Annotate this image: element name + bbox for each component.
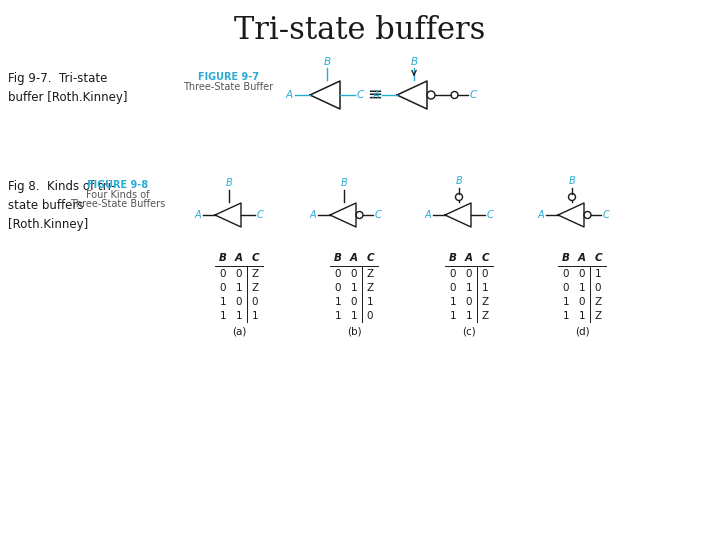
Text: 0: 0 bbox=[595, 283, 601, 293]
Text: B: B bbox=[562, 253, 570, 263]
Text: 1: 1 bbox=[579, 283, 585, 293]
Circle shape bbox=[427, 91, 435, 99]
Text: 1: 1 bbox=[351, 283, 357, 293]
Text: 0: 0 bbox=[351, 269, 357, 279]
Text: (c): (c) bbox=[462, 327, 476, 337]
Text: 1: 1 bbox=[351, 311, 357, 321]
Text: 0: 0 bbox=[563, 283, 570, 293]
Text: 1: 1 bbox=[366, 297, 373, 307]
Text: (b): (b) bbox=[347, 327, 361, 337]
Text: 1: 1 bbox=[335, 311, 341, 321]
Text: 1: 1 bbox=[466, 283, 472, 293]
Text: B: B bbox=[569, 176, 575, 186]
Circle shape bbox=[569, 193, 575, 200]
Text: A: A bbox=[424, 210, 431, 220]
Circle shape bbox=[584, 212, 591, 219]
Text: B: B bbox=[225, 178, 233, 188]
Text: (a): (a) bbox=[232, 327, 246, 337]
Text: 1: 1 bbox=[595, 269, 601, 279]
Text: 0: 0 bbox=[220, 269, 226, 279]
Text: A: A bbox=[578, 253, 586, 263]
Text: 0: 0 bbox=[563, 269, 570, 279]
Text: 1: 1 bbox=[220, 311, 226, 321]
Text: 1: 1 bbox=[235, 311, 243, 321]
Circle shape bbox=[456, 193, 462, 200]
Text: C: C bbox=[251, 253, 258, 263]
Text: Z: Z bbox=[366, 283, 374, 293]
Text: A: A bbox=[465, 253, 473, 263]
Text: 0: 0 bbox=[579, 297, 585, 307]
Text: FIGURE 9-8: FIGURE 9-8 bbox=[87, 180, 148, 190]
Text: Z: Z bbox=[251, 269, 258, 279]
Text: 1: 1 bbox=[235, 283, 243, 293]
Text: 1: 1 bbox=[563, 297, 570, 307]
Text: 0: 0 bbox=[335, 283, 341, 293]
Text: C: C bbox=[357, 90, 364, 100]
Text: A: A bbox=[310, 210, 316, 220]
Text: B: B bbox=[410, 57, 418, 67]
Text: 0: 0 bbox=[466, 269, 472, 279]
Text: A: A bbox=[194, 210, 201, 220]
Text: Z: Z bbox=[595, 311, 602, 321]
Text: 0: 0 bbox=[579, 269, 585, 279]
Text: 0: 0 bbox=[366, 311, 373, 321]
Text: 1: 1 bbox=[466, 311, 472, 321]
Text: 1: 1 bbox=[450, 311, 456, 321]
Text: B: B bbox=[219, 253, 227, 263]
Text: C: C bbox=[487, 210, 494, 220]
Text: 1: 1 bbox=[252, 311, 258, 321]
Text: Tri-state buffers: Tri-state buffers bbox=[234, 15, 486, 46]
Text: Z: Z bbox=[482, 311, 489, 321]
Text: B: B bbox=[449, 253, 457, 263]
Text: 1: 1 bbox=[335, 297, 341, 307]
Text: (d): (d) bbox=[575, 327, 589, 337]
Text: Fig 8.  Kinds of tri-
state buffers
[Roth.Kinney]: Fig 8. Kinds of tri- state buffers [Roth… bbox=[8, 180, 115, 231]
Text: 1: 1 bbox=[220, 297, 226, 307]
Text: C: C bbox=[603, 210, 610, 220]
Text: Four Kinds of: Four Kinds of bbox=[86, 190, 150, 200]
Text: 0: 0 bbox=[351, 297, 357, 307]
Text: 0: 0 bbox=[252, 297, 258, 307]
Text: A: A bbox=[350, 253, 358, 263]
Text: C: C bbox=[594, 253, 602, 263]
Text: Fig 9-7.  Tri-state
buffer [Roth.Kinney]: Fig 9-7. Tri-state buffer [Roth.Kinney] bbox=[8, 72, 127, 104]
Text: 0: 0 bbox=[450, 269, 456, 279]
Text: FIGURE 9-7: FIGURE 9-7 bbox=[197, 72, 258, 82]
Text: B: B bbox=[456, 176, 462, 186]
Text: 0: 0 bbox=[235, 297, 242, 307]
Text: A: A bbox=[373, 90, 380, 100]
Text: 0: 0 bbox=[235, 269, 242, 279]
Text: C: C bbox=[470, 90, 477, 100]
Text: 0: 0 bbox=[450, 283, 456, 293]
Text: 0: 0 bbox=[220, 283, 226, 293]
Text: 1: 1 bbox=[579, 311, 585, 321]
Text: Three-State Buffer: Three-State Buffer bbox=[183, 82, 273, 92]
Text: 0: 0 bbox=[335, 269, 341, 279]
Text: 1: 1 bbox=[450, 297, 456, 307]
Text: Z: Z bbox=[595, 297, 602, 307]
Text: C: C bbox=[257, 210, 264, 220]
Text: C: C bbox=[366, 253, 374, 263]
Text: 0: 0 bbox=[466, 297, 472, 307]
Text: 0: 0 bbox=[482, 269, 488, 279]
Circle shape bbox=[356, 212, 363, 219]
Text: 1: 1 bbox=[563, 311, 570, 321]
Text: C: C bbox=[375, 210, 382, 220]
Text: A: A bbox=[286, 90, 293, 100]
Text: ≡: ≡ bbox=[367, 86, 382, 104]
Text: B: B bbox=[341, 178, 347, 188]
Text: C: C bbox=[481, 253, 489, 263]
Text: Z: Z bbox=[366, 269, 374, 279]
Text: B: B bbox=[334, 253, 342, 263]
Text: 1: 1 bbox=[482, 283, 488, 293]
Text: Three-State Buffers: Three-State Buffers bbox=[71, 199, 166, 209]
Text: A: A bbox=[235, 253, 243, 263]
Text: Z: Z bbox=[251, 283, 258, 293]
Text: Z: Z bbox=[482, 297, 489, 307]
Text: B: B bbox=[323, 57, 330, 67]
Circle shape bbox=[451, 91, 458, 98]
Text: A: A bbox=[537, 210, 544, 220]
